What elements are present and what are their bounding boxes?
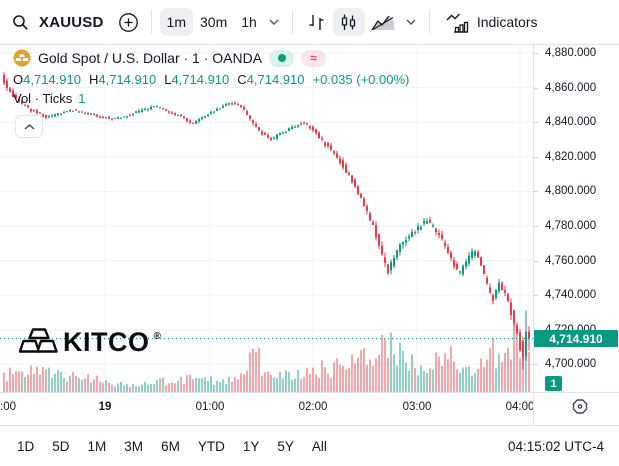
volume-label: Vol · Ticks (13, 90, 73, 106)
last-price-badge: 4,714.910 (534, 330, 618, 347)
interval-1m-button[interactable]: 1m (159, 8, 193, 36)
time-tick-label: 04:00 (505, 401, 535, 413)
change-value: +0.035 (+0.00%) (312, 72, 410, 87)
chart-style-menu-button[interactable] (401, 8, 421, 36)
open-value: 4,714.910 (23, 72, 81, 87)
delayed-data-badge[interactable]: ≈ (301, 49, 327, 67)
price-tick-mark (534, 87, 538, 89)
kitco-registered-mark: ® (153, 331, 161, 342)
collapse-legend-button[interactable] (15, 115, 43, 138)
price-tick-mark (534, 295, 538, 297)
price-tick-mark (534, 156, 538, 158)
price-tick-mark (534, 260, 538, 262)
time-tick-label: 02:00 (298, 401, 328, 413)
chevron-down-icon (269, 19, 279, 25)
range-button-6m[interactable]: 6M (161, 438, 180, 454)
chevron-down-icon (406, 19, 416, 25)
close-value: 4,714.910 (246, 72, 305, 87)
range-button-1m[interactable]: 1M (87, 438, 107, 454)
bottom-toolbar: 1D 5D 1M 3M 6M YTD 1Y 5Y All 04:15:02 UTC-4 (0, 425, 619, 466)
price-tick-label: 4,780.000 (545, 219, 597, 232)
range-button-5d[interactable]: 5D (52, 438, 70, 454)
area-style-icon (371, 14, 395, 31)
price-tick-label: 4,760.000 (545, 254, 597, 267)
chart-style-candles-button[interactable] (332, 8, 365, 36)
symbol-search-button[interactable]: XAUUSD (39, 13, 104, 31)
price-tick-mark (534, 122, 538, 124)
date-range-switcher: 1D 5D 1M 3M 6M YTD 1Y 5Y All (15, 436, 329, 457)
indicators-icon (446, 12, 470, 33)
range-button-all[interactable]: All (311, 438, 327, 454)
range-button-1d[interactable]: 1D (17, 438, 35, 454)
time-tick-label: 01:00 (195, 401, 225, 413)
top-toolbar: XAUUSD 1m 30m 1h (0, 0, 619, 45)
indicators-button[interactable]: Indicators (438, 8, 546, 36)
ohlc-values: O4,714.910 H4,714.910 L4,714.910 C4,714.… (13, 72, 410, 87)
price-tick-label: 4,840.000 (545, 116, 597, 129)
high-value: 4,714.910 (98, 72, 157, 87)
interval-menu-button[interactable] (264, 8, 284, 36)
price-tick-mark (534, 364, 538, 366)
market-status-badge[interactable] (269, 49, 295, 67)
volume-legend: Vol · Ticks 1 (13, 90, 409, 106)
chart-style-area-button[interactable] (365, 8, 401, 36)
price-tick-mark (534, 225, 538, 227)
time-tick-label: :00 (0, 401, 16, 413)
kitco-watermark: KITCO ® (19, 326, 161, 357)
legend: Gold Spot / U.S. Dollar · 1 · OANDA ≈ O4… (13, 48, 409, 106)
range-button-3m[interactable]: 3M (124, 438, 144, 454)
axis-separator (533, 45, 534, 425)
live-dot-icon (277, 54, 286, 62)
price-tick-mark (534, 191, 538, 193)
kitco-wordmark: KITCO (63, 327, 150, 357)
clock-timezone-button[interactable]: 04:15:02 UTC-4 (507, 438, 604, 454)
price-tick-label: 4,880.000 (545, 47, 597, 59)
bars-style-icon (307, 13, 326, 32)
gold-symbol-icon (13, 49, 31, 67)
range-button-1y[interactable]: 1Y (242, 438, 260, 454)
range-button-5y[interactable]: 5Y (277, 438, 294, 454)
price-tick-label: 4,740.000 (545, 289, 597, 302)
price-tick-label: 4,860.000 (545, 81, 597, 94)
time-tick-label: 03:00 (402, 401, 432, 413)
price-tick-label: 4,820.000 (545, 150, 597, 163)
chart-style-bars-button[interactable] (301, 8, 333, 36)
chart-region: 4,880.000 4,860.000 4,840.000 4,820.000 4,80… (0, 45, 619, 425)
interval-1h-button[interactable]: 1h (241, 14, 257, 30)
price-tick-label: 4,700.000 (545, 358, 597, 371)
symbol-title[interactable]: Gold Spot / U.S. Dollar · 1 · OANDA (38, 50, 263, 66)
price-tick-label: 4,800.000 (545, 185, 597, 198)
low-value: 4,714.910 (171, 72, 230, 87)
price-tick-mark (534, 53, 538, 54)
candlestick-chart[interactable] (0, 45, 533, 392)
time-tick-label: 19 (98, 401, 112, 413)
toolbar-divider (291, 10, 293, 34)
toolbar-divider (150, 10, 152, 34)
volume-axis-badge: 1 (545, 376, 562, 391)
chevron-up-icon (24, 123, 35, 130)
gear-icon[interactable] (570, 398, 590, 416)
search-icon[interactable] (12, 14, 29, 31)
kitco-goldbars-icon (19, 326, 59, 355)
compare-add-icon[interactable] (118, 12, 139, 33)
time-axis[interactable]: :00 19 01:00 02:00 03:00 04:00 (0, 392, 619, 425)
volume-value: 1 (78, 90, 86, 106)
interval-30m-button[interactable]: 30m (200, 14, 228, 30)
range-button-ytd[interactable]: YTD (197, 438, 225, 454)
indicators-label: Indicators (476, 14, 538, 30)
toolbar-divider (428, 10, 430, 34)
candles-style-icon (339, 13, 358, 32)
